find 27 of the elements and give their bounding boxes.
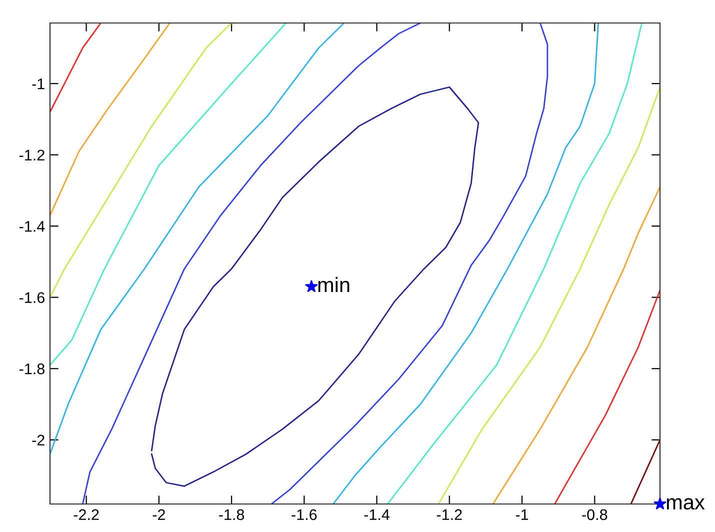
x-tick-label: -2.2: [74, 509, 99, 520]
y-tick-label: -2: [32, 434, 44, 446]
x-tick-label: -1.8: [219, 509, 244, 520]
annotation: min: [318, 276, 350, 292]
y-tick-label: -1: [32, 78, 44, 90]
annotation: max: [666, 498, 705, 510]
line-series: [554, 290, 660, 504]
x-tick-label: -1.2: [436, 509, 462, 520]
x-tick-label: -1.6: [292, 509, 317, 520]
line-series: [386, 23, 643, 504]
x-tick-label: -1: [516, 509, 528, 520]
line-series: [150, 86, 480, 487]
x-tick-label: -1.4: [364, 509, 390, 520]
y-tick-label: -1.6: [19, 292, 44, 304]
line-series: [82, 23, 422, 504]
x-tick-label: -0.8: [582, 509, 608, 520]
line-series: [50, 23, 287, 366]
y-tick-label: -1.2: [19, 150, 44, 160]
y-tick-label: -1.4: [19, 221, 45, 232]
line-series: [50, 23, 102, 113]
line-series: [438, 86, 660, 504]
line-series: [50, 23, 232, 298]
x-tick-label: -2: [152, 509, 165, 520]
y-tick-label: -1.8: [19, 363, 44, 374]
line-series: [50, 23, 171, 216]
line-series: [492, 186, 660, 504]
line-series: [270, 23, 548, 504]
